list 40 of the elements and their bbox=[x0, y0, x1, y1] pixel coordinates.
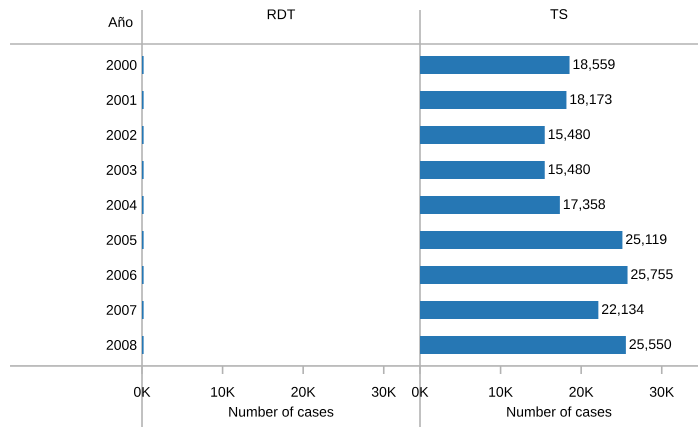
chart-title: TS bbox=[550, 9, 568, 20]
bar bbox=[420, 300, 598, 319]
data-label: 18,173 bbox=[570, 94, 612, 106]
y-tick-label: 2000 bbox=[106, 60, 137, 70]
y-tick-label: 2008 bbox=[106, 340, 136, 350]
bar bbox=[420, 266, 628, 284]
x-tick-label: 20K bbox=[291, 386, 316, 397]
y-tick-label: 2007 bbox=[106, 305, 136, 315]
y-tick-label: 2002 bbox=[106, 130, 136, 140]
x-tick-label: 30K bbox=[650, 386, 674, 397]
y-tick-label: 2004 bbox=[106, 200, 137, 210]
data-label: 25,755 bbox=[631, 269, 673, 281]
data-label: 15,480 bbox=[548, 164, 590, 176]
data-label: 25,119 bbox=[626, 234, 666, 246]
data-label: 17,358 bbox=[564, 199, 606, 211]
x-tick-label: 10K bbox=[489, 386, 513, 397]
bar bbox=[420, 160, 545, 179]
y-tick-label: 2001 bbox=[106, 95, 136, 105]
x-axis-title: Number of cases bbox=[229, 406, 334, 417]
x-tick-label: 30K bbox=[372, 386, 396, 397]
chart-title: RDT bbox=[268, 9, 296, 20]
y-tick-label: 2006 bbox=[106, 270, 136, 280]
x-axis-title: Number of cases bbox=[507, 406, 612, 417]
y-tick-label: 2003 bbox=[106, 165, 136, 175]
x-tick-label: 10K bbox=[211, 386, 235, 397]
bar bbox=[420, 196, 560, 214]
data-label: 22,134 bbox=[602, 304, 644, 316]
data-label: 25,550 bbox=[630, 339, 672, 351]
data-label: 18,559 bbox=[574, 59, 615, 71]
y-axis-title: Año bbox=[108, 16, 132, 28]
x-tick-label: 0K bbox=[412, 386, 428, 397]
bar bbox=[420, 336, 626, 354]
bar bbox=[420, 126, 545, 144]
x-tick-label: 20K bbox=[569, 386, 594, 397]
bar bbox=[420, 56, 570, 74]
data-label: 15,480 bbox=[548, 129, 590, 141]
bar bbox=[420, 90, 566, 109]
y-tick-label: 2005 bbox=[106, 235, 136, 245]
x-tick-label: 0K bbox=[134, 386, 150, 397]
bar bbox=[420, 230, 622, 249]
